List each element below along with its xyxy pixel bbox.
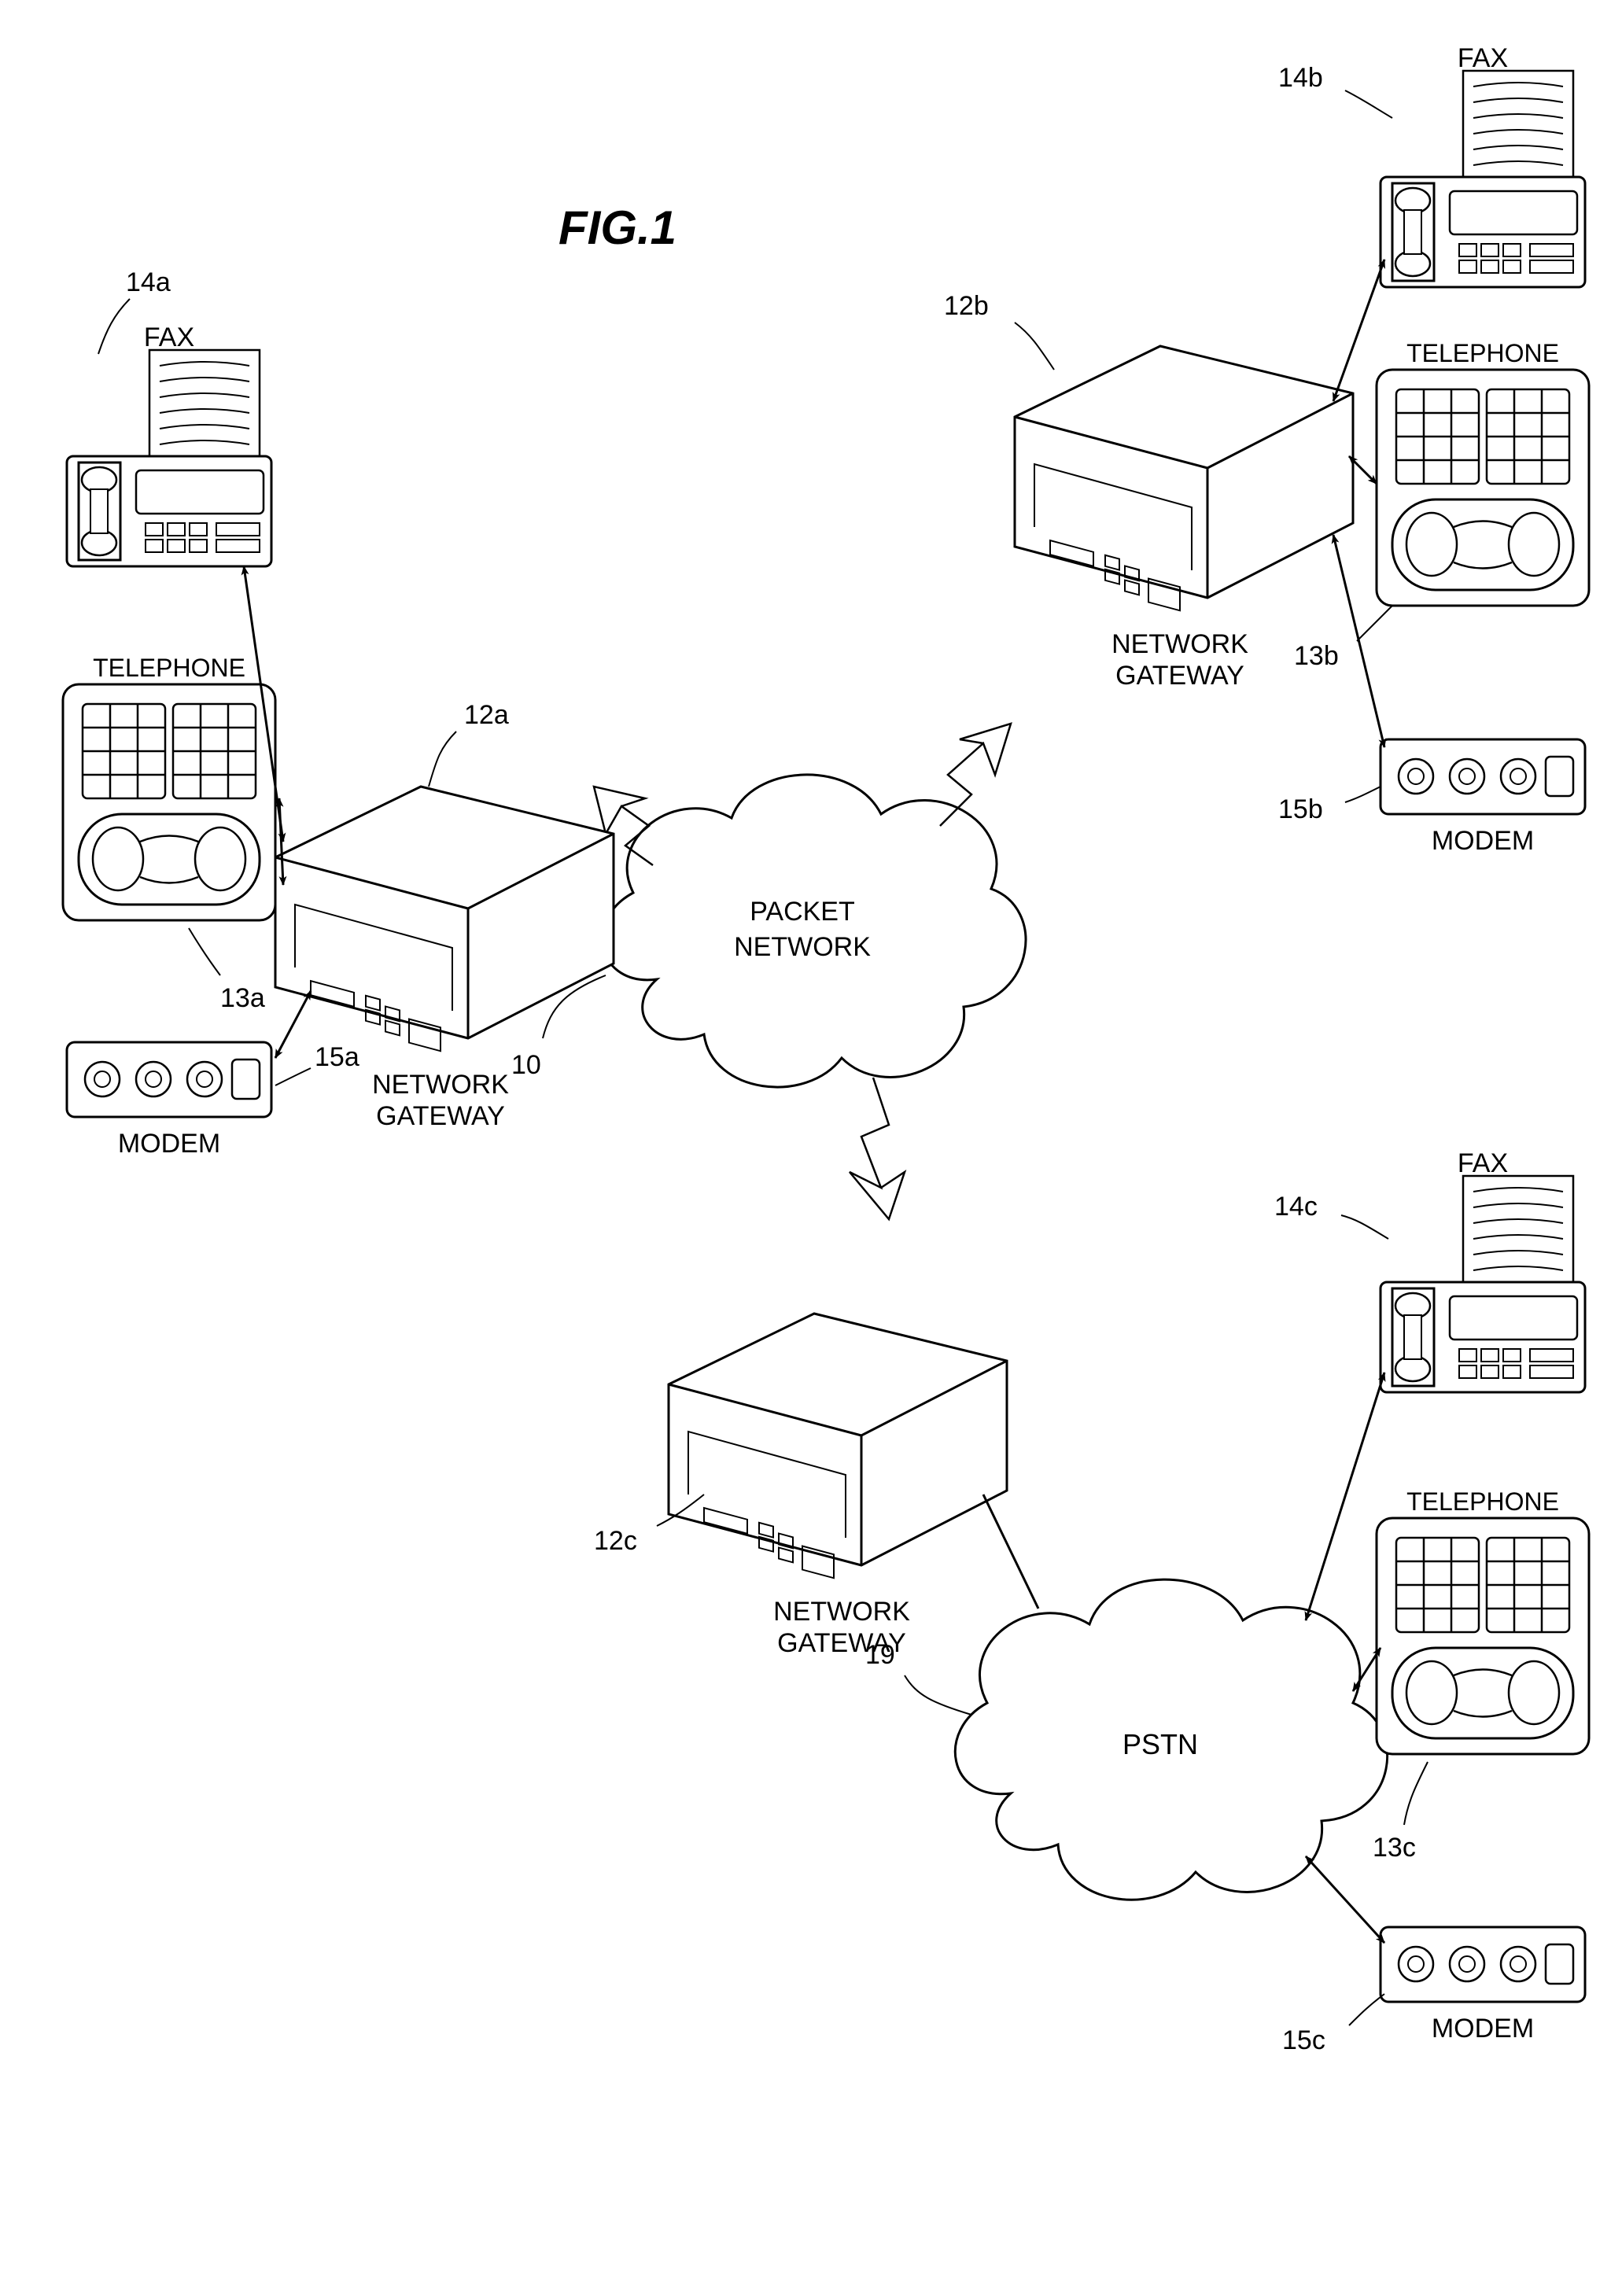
modem-15a [67, 1042, 271, 1117]
gateway-12c-label-1: NETWORK [773, 1597, 910, 1627]
edge-12c-pstn [983, 1494, 1038, 1609]
figure-1: FIG.1 PACKET NETWORK 10 PSTN 19 NET [0, 0, 1622, 2296]
ref-15b: 15b [1278, 794, 1323, 824]
modem-15b [1381, 739, 1585, 814]
telephone-13c-label: TELEPHONE [1406, 1487, 1559, 1516]
telephone-13c [1377, 1518, 1589, 1754]
gateway-12a-label-1: NETWORK [372, 1070, 509, 1100]
ref-12c: 12c [594, 1526, 637, 1556]
gateway-12b-label-2: GATEWAY [1115, 661, 1244, 691]
modem-15c-label: MODEM [1432, 2014, 1534, 2044]
fax-14b [1381, 71, 1585, 287]
fax-14a-label: FAX [144, 322, 194, 352]
fax-14c-label: FAX [1458, 1148, 1508, 1178]
gateway-12b [1015, 346, 1353, 610]
gateway-12a-label-2: GATEWAY [376, 1101, 505, 1131]
packet-network-cloud: PACKET NETWORK [603, 775, 1026, 1087]
ref-14a: 14a [126, 267, 171, 297]
figure-title: FIG.1 [558, 201, 676, 254]
packet-network-label-2: NETWORK [734, 932, 871, 962]
gateway-12a [275, 787, 614, 1051]
ref-12a: 12a [464, 700, 509, 730]
fax-14c [1381, 1176, 1585, 1392]
gateway-12c-label-2: GATEWAY [777, 1628, 906, 1658]
ref-15c: 15c [1282, 2025, 1325, 2055]
modem-15a-label: MODEM [118, 1129, 220, 1159]
fax-14a [67, 350, 271, 566]
modem-15c [1381, 1927, 1585, 2002]
ref-10: 10 [511, 1050, 541, 1080]
pstn-cloud: PSTN [955, 1579, 1387, 1900]
ref-12b: 12b [944, 291, 989, 321]
ref-13a: 13a [220, 983, 265, 1013]
ref-14b: 14b [1278, 63, 1323, 93]
packet-network-label-1: PACKET [750, 897, 855, 927]
telephone-13a [63, 684, 275, 920]
fax-14b-label: FAX [1458, 43, 1508, 73]
telephone-13b [1377, 370, 1589, 606]
pstn-label: PSTN [1122, 1728, 1198, 1760]
ref-13c: 13c [1373, 1833, 1416, 1863]
ref-15a: 15a [315, 1042, 359, 1072]
gateway-12c [669, 1314, 1007, 1578]
telephone-13b-label: TELEPHONE [1406, 339, 1559, 367]
modem-15b-label: MODEM [1432, 826, 1534, 856]
telephone-13a-label: TELEPHONE [93, 654, 245, 682]
ref-14c: 14c [1274, 1192, 1318, 1222]
gateway-12b-label-1: NETWORK [1111, 629, 1248, 659]
ref-13b: 13b [1294, 641, 1339, 671]
